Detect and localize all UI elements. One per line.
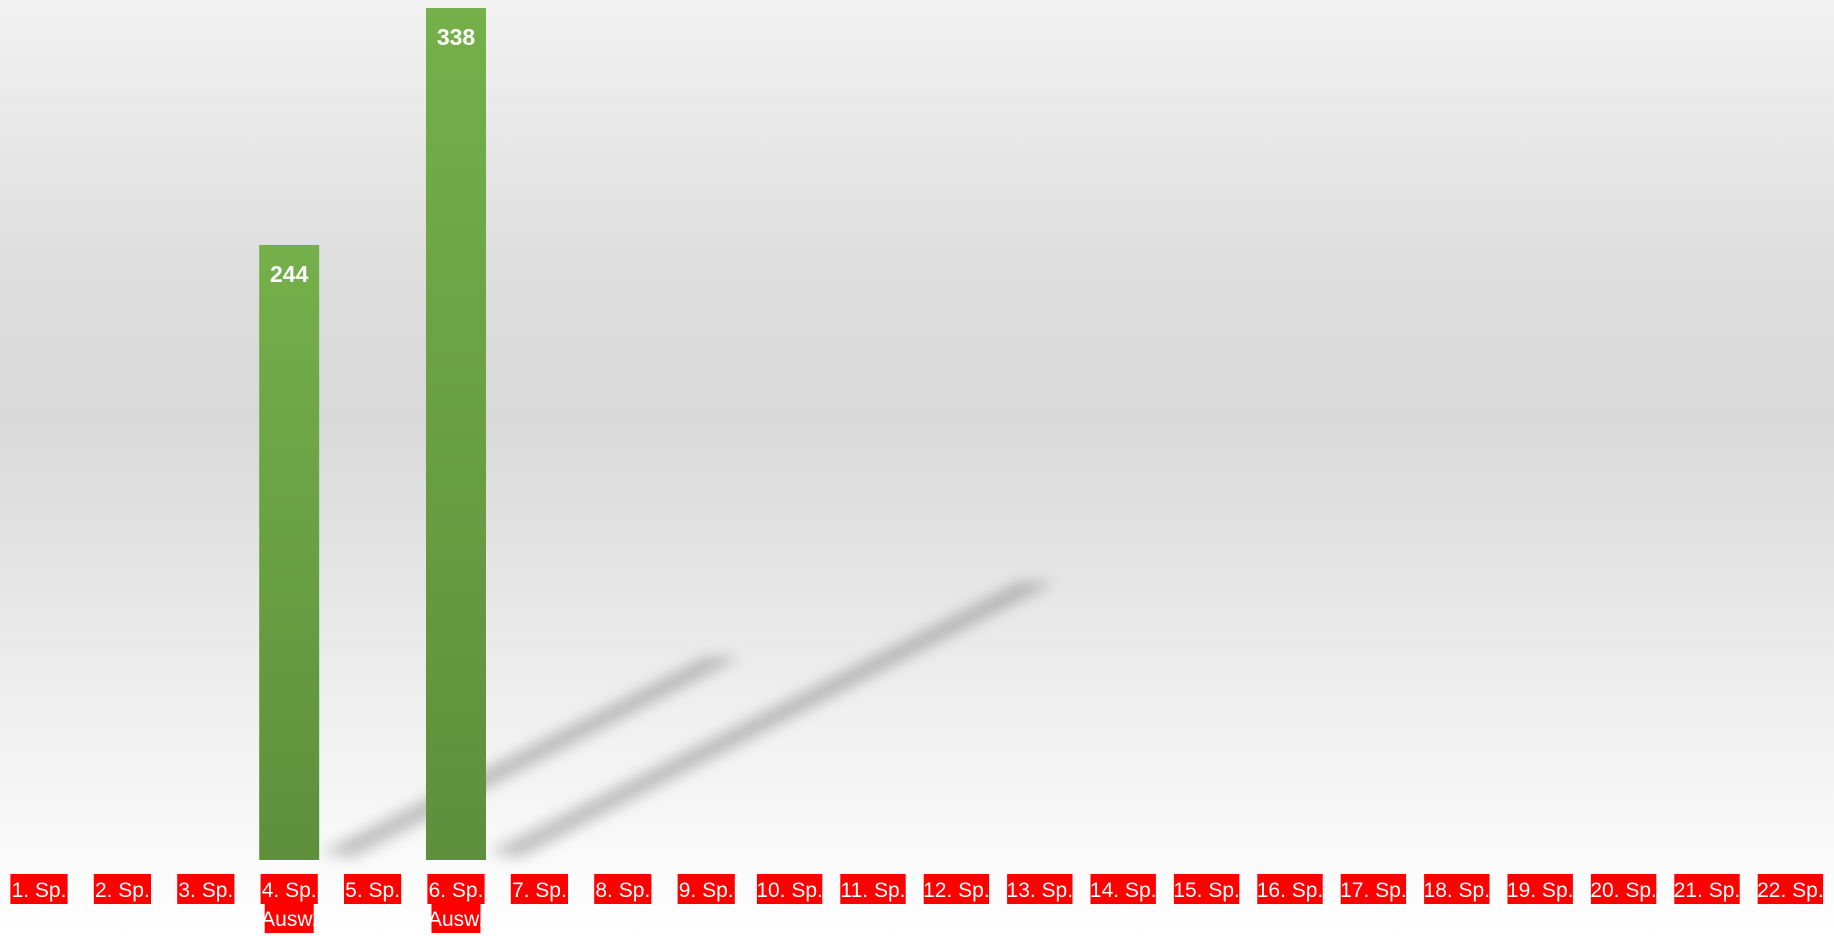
category-label-bg	[594, 874, 652, 904]
category-label-text: Ausw.	[261, 908, 317, 931]
category-label-text: 14. Sp.	[1090, 879, 1157, 902]
category-label: 13. Sp.	[1007, 874, 1074, 904]
category-label-bg	[1590, 874, 1657, 904]
category-label: 3. Sp.	[177, 874, 235, 904]
category-label-bg	[1340, 874, 1407, 904]
category-label-bg	[1090, 874, 1156, 904]
category-label-bg	[1507, 874, 1573, 904]
bar-shadow	[488, 582, 1056, 858]
category-label-text: 1. Sp.	[12, 879, 67, 902]
category-label-bg	[344, 874, 402, 904]
category-label: 15. Sp.	[1173, 874, 1240, 904]
category-label-bg	[93, 874, 151, 904]
category-label-bg	[1007, 874, 1073, 904]
category-label-text: 11. Sp.	[841, 879, 906, 902]
bar-value-label: 244	[270, 261, 309, 287]
category-label: 11. Sp.	[840, 874, 906, 904]
category-label: 8. Sp.	[594, 874, 652, 904]
category-label: 6. Sp. Ausw.	[427, 874, 485, 933]
category-label: 16. Sp.	[1257, 874, 1324, 904]
bar-value-label: 338	[437, 24, 476, 50]
category-label-bg	[510, 874, 568, 904]
category-label-text: 22. Sp.	[1757, 879, 1824, 902]
category-label-bg	[177, 874, 235, 904]
category-label-bg	[677, 874, 735, 904]
category-label-bg	[427, 874, 485, 904]
category-label: 19. Sp.	[1507, 874, 1574, 904]
category-label-text: 19. Sp.	[1507, 879, 1574, 902]
category-label-text: 3. Sp.	[178, 879, 233, 902]
category-label: 14. Sp.	[1090, 874, 1157, 904]
category-label: 10. Sp.	[756, 874, 823, 904]
category-label-text: Ausw.	[428, 908, 484, 931]
category-label: 21. Sp.	[1674, 874, 1741, 904]
category-label-bg	[840, 874, 906, 904]
category-label-bg	[1173, 874, 1240, 904]
category-label: 1. Sp.	[10, 874, 68, 904]
category-label-text: 9. Sp.	[679, 879, 734, 902]
category-label-bg	[1674, 874, 1740, 904]
category-label: 9. Sp.	[677, 874, 735, 904]
category-label-text: 8. Sp.	[595, 879, 650, 902]
category-label-bg	[260, 874, 318, 904]
category-label: 12. Sp.	[923, 874, 990, 904]
category-label-bg	[264, 903, 314, 933]
category-label: 18. Sp.	[1424, 874, 1491, 904]
category-label: 2. Sp.	[93, 874, 151, 904]
category-label-text: 18. Sp.	[1424, 879, 1491, 902]
category-label: 5. Sp.	[344, 874, 402, 904]
category-label-bg	[1257, 874, 1323, 904]
category-label-text: 12. Sp.	[923, 879, 990, 902]
category-label: 7. Sp.	[510, 874, 568, 904]
category-label-text: 17. Sp.	[1340, 879, 1407, 902]
category-label-text: 21. Sp.	[1674, 879, 1741, 902]
category-label-text: 15. Sp.	[1173, 879, 1240, 902]
category-label-bg	[10, 874, 68, 904]
category-labels: 1. Sp. 2. Sp. 3. Sp. 4. Sp. Ausw. 5. Sp. 6. Sp…	[10, 874, 1824, 933]
category-label-text: 5. Sp.	[345, 879, 400, 902]
category-label: 20. Sp.	[1590, 874, 1657, 904]
category-label-bg	[1757, 874, 1824, 904]
bar	[426, 8, 486, 860]
bar	[259, 244, 320, 860]
category-label-text: 4. Sp.	[262, 879, 317, 902]
category-label: 17. Sp.	[1340, 874, 1407, 904]
category-label-text: 6. Sp.	[429, 879, 484, 902]
category-label-text: 7. Sp.	[512, 879, 567, 902]
category-label-bg	[756, 874, 823, 904]
bars: 244 338	[259, 8, 486, 860]
category-label-text: 10. Sp.	[756, 879, 823, 902]
category-label-text: 2. Sp.	[95, 879, 150, 902]
category-label-bg	[923, 874, 990, 904]
category-label-text: 13. Sp.	[1007, 879, 1074, 902]
category-label-text: 16. Sp.	[1257, 879, 1324, 902]
category-label: 22. Sp.	[1757, 874, 1824, 904]
category-label-bg	[1424, 874, 1490, 904]
category-label-text: 20. Sp.	[1590, 879, 1657, 902]
category-label: 4. Sp. Ausw.	[260, 874, 318, 933]
category-label-bg	[431, 903, 481, 933]
